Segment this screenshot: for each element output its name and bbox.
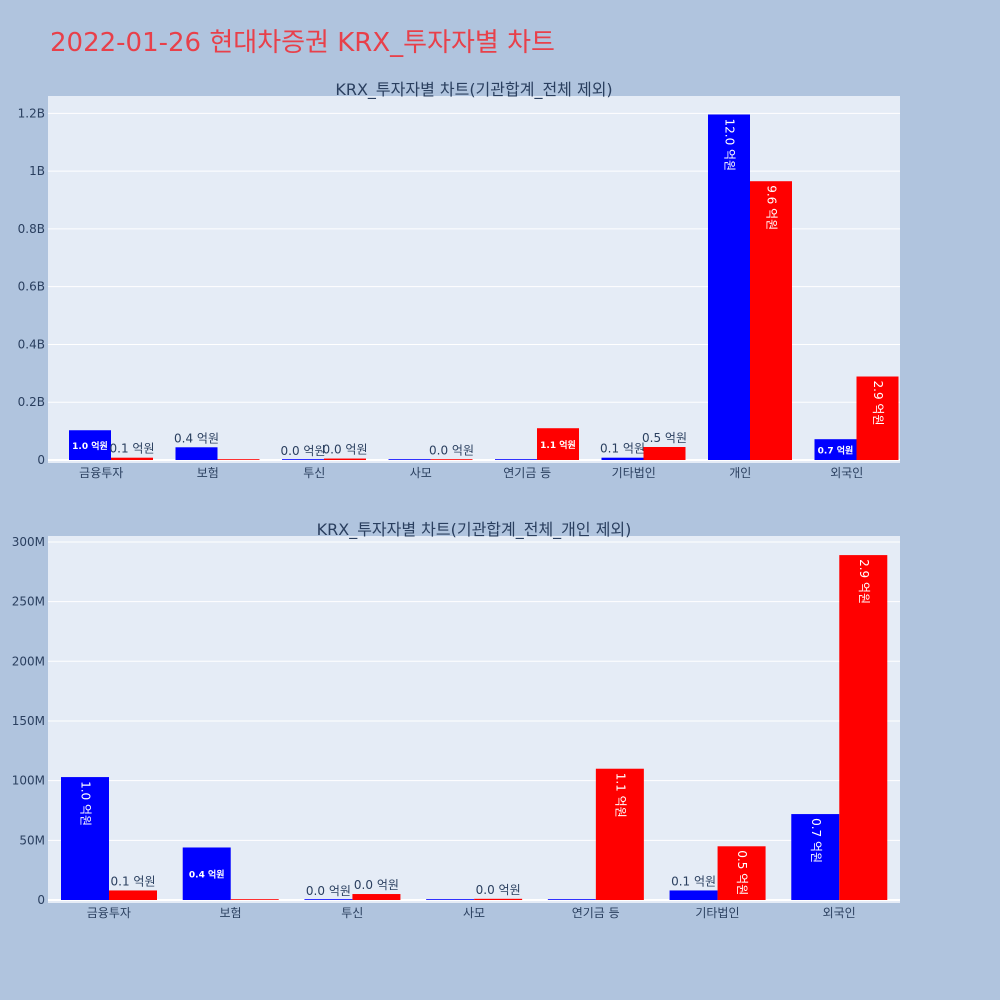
x-tick-label: 개인	[729, 466, 751, 480]
bar	[856, 376, 899, 460]
bar	[304, 899, 353, 900]
bar	[426, 899, 475, 900]
bar	[750, 181, 792, 460]
bar	[474, 898, 523, 900]
y-tick-label: 1B	[29, 164, 45, 178]
data-label: 0.1 억원	[111, 874, 156, 888]
bar	[717, 846, 766, 900]
bar	[111, 457, 153, 460]
bar	[388, 459, 431, 460]
y-tick-label: 0	[37, 453, 45, 467]
bar	[217, 459, 260, 460]
bar	[109, 890, 157, 900]
data-label: 0.5 억원	[642, 431, 687, 445]
x-tick-label: 연기금 등	[503, 466, 551, 480]
x-tick-label: 투신	[341, 906, 363, 920]
data-label: 0.0 억원	[476, 883, 521, 897]
data-label: 0.7 억원	[818, 445, 854, 457]
y-tick-label: 0.6B	[18, 280, 45, 294]
x-tick-label: 사모	[463, 906, 485, 920]
y-tick-label: 1.2B	[18, 106, 45, 120]
page-title: 2022-01-26 현대차증권 KRX_투자자별 차트	[50, 28, 555, 58]
x-tick-label: 기타법인	[612, 466, 656, 480]
bar	[814, 439, 857, 460]
bar	[547, 899, 596, 900]
data-label: 1.0 억원	[72, 440, 108, 452]
y-tick-label: 250M	[12, 595, 45, 609]
bar	[595, 768, 644, 900]
x-tick-label: 기타법인	[695, 906, 739, 920]
chart-title: KRX_투자자별 차트(기관합계_전체 제외)	[335, 80, 612, 100]
bar	[61, 777, 109, 900]
bar	[839, 555, 888, 900]
y-tick-label: 0.2B	[18, 395, 45, 409]
bar	[69, 430, 111, 460]
data-label: 2.9 억원	[871, 381, 885, 426]
bar	[324, 458, 366, 460]
x-tick-label: 금융투자	[79, 466, 123, 480]
data-label: 0.0 억원	[354, 878, 399, 892]
y-tick-label: 0.8B	[18, 222, 45, 236]
data-label: 0.1 억원	[110, 442, 155, 456]
y-tick-label: 200M	[12, 654, 45, 668]
x-tick-label: 사모	[410, 466, 432, 480]
data-label: 0.5 억원	[735, 850, 749, 895]
data-label: 0.0 억원	[429, 444, 474, 458]
y-tick-label: 300M	[12, 535, 45, 549]
y-tick-label: 0.4B	[18, 337, 45, 351]
plot-background	[48, 536, 900, 903]
chart-title: KRX_투자자별 차트(기관합계_전체_개인 제외)	[317, 520, 632, 540]
x-tick-label: 보험	[197, 466, 219, 480]
bar	[230, 899, 279, 900]
y-tick-label: 50M	[19, 833, 45, 847]
data-label: 1.1 억원	[540, 439, 576, 451]
bar	[601, 457, 644, 460]
data-label: 0.7 억원	[809, 818, 823, 863]
x-tick-label: 외국인	[823, 906, 856, 920]
data-label: 12.0 억원	[723, 118, 737, 171]
bar	[182, 847, 231, 900]
bar	[708, 114, 750, 460]
bar	[669, 890, 718, 900]
bar	[791, 814, 840, 900]
data-label: 0.0 억원	[323, 443, 368, 457]
data-label: 1.0 억원	[79, 781, 93, 826]
bar	[282, 459, 324, 460]
bar	[643, 447, 686, 460]
x-tick-label: 보험	[220, 906, 242, 920]
data-label: 0.4 억원	[189, 869, 225, 881]
x-tick-label: 투신	[303, 466, 325, 480]
bar	[537, 428, 579, 460]
bar	[175, 447, 218, 460]
x-tick-label: 금융투자	[87, 906, 131, 920]
bar	[430, 459, 473, 460]
bar	[352, 894, 401, 900]
data-label: 2.9 억원	[857, 559, 871, 604]
y-tick-label: 150M	[12, 714, 45, 728]
data-label: 0.1 억원	[671, 874, 716, 888]
bar	[495, 459, 537, 460]
data-label: 1.1 억원	[613, 773, 627, 818]
x-tick-label: 연기금 등	[572, 906, 620, 920]
x-tick-label: 외국인	[830, 466, 863, 480]
data-label: 0.0 억원	[306, 884, 351, 898]
data-label: 0.0 억원	[281, 444, 326, 458]
y-tick-label: 100M	[12, 774, 45, 788]
data-label: 9.6 억원	[765, 185, 779, 230]
data-label: 0.1 억원	[600, 442, 645, 456]
data-label: 0.4 억원	[174, 431, 219, 445]
y-tick-label: 0	[37, 893, 45, 907]
